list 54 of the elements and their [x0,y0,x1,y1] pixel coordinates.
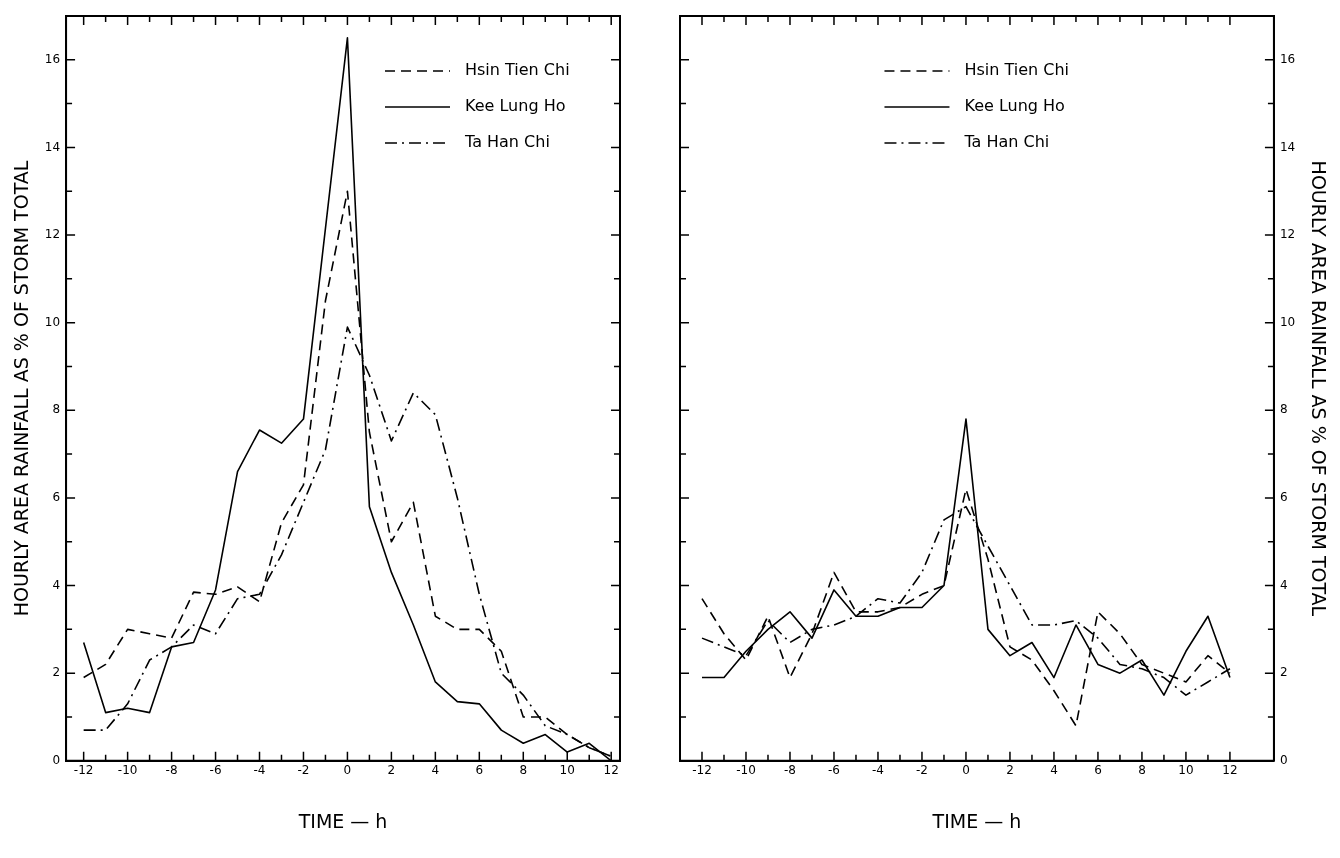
legend-label: Kee Lung Ho [465,96,566,116]
y2-tick-label: 10 [1279,314,1296,329]
x-tick-label: -6 [209,763,222,778]
x-tick-label: 4 [1050,763,1058,778]
x-tick-label: 12 [1222,763,1238,778]
x-tick-label: -2 [297,763,310,778]
x-tick-label: -8 [784,763,796,778]
x-tick-label: 8 [1138,763,1146,778]
x-tick-label: 2 [1006,763,1014,778]
legend-label: Ta Han Chi [963,132,1050,152]
y-tick-label: 14 [44,139,61,154]
x-axis-title: TIME — h [931,809,1022,832]
x-tick-label: -4 [871,763,884,778]
x-tick-label: -4 [253,763,266,778]
x-tick-label: -10 [117,763,138,778]
x-tick-label: 12 [603,763,619,778]
x-tick-label: -6 [828,763,840,778]
y2-tick-label: 8 [1279,402,1288,417]
y2-tick-label: 6 [1279,490,1288,505]
x-tick-label: 10 [559,763,575,778]
y2-tick-label: 0 [1279,752,1288,767]
legend-label: Hsin Tien Chi [964,60,1070,80]
y-tick-label: 4 [52,577,61,592]
x-tick-label: -10 [736,763,756,778]
legend-label: Kee Lung Ho [964,96,1065,116]
y2-axis-title: HOURLY AREA RAINFALL AS % OF STORM TOTAL [1307,160,1330,617]
x-tick-label: 4 [431,763,440,778]
x-tick-label: -12 [692,763,712,778]
x-tick-label: 2 [387,763,396,778]
legend-label: Hsin Tien Chi [465,60,570,80]
x-tick-label: 0 [343,763,352,778]
y2-tick-label: 4 [1279,577,1288,592]
x-tick-label: 6 [475,763,484,778]
y-tick-label: 2 [52,665,61,680]
x-tick-label: 0 [962,763,970,778]
x-tick-label: 6 [1094,763,1102,778]
y-tick-label: 16 [44,51,61,66]
y-tick-label: 12 [44,227,61,242]
y2-tick-label: 2 [1279,665,1288,680]
x-tick-label: -12 [73,763,94,778]
x-tick-label: -2 [915,763,928,778]
x-axis-title: TIME — h [297,809,388,832]
y-axis-title: HOURLY AREA RAINFALL AS % OF STORM TOTAL [10,160,33,617]
y-tick-label: 6 [52,490,61,505]
x-tick-label: 10 [1178,763,1194,778]
y2-tick-label: 16 [1279,51,1296,66]
x-tick-label: -8 [165,763,178,778]
y-tick-label: 8 [52,402,61,417]
legend-label: Ta Han Chi [464,132,550,152]
y-tick-label: 0 [52,752,61,767]
y2-tick-label: 14 [1279,139,1296,154]
y2-tick-label: 12 [1279,227,1296,242]
x-tick-label: 8 [519,763,528,778]
y-tick-label: 10 [44,314,61,329]
